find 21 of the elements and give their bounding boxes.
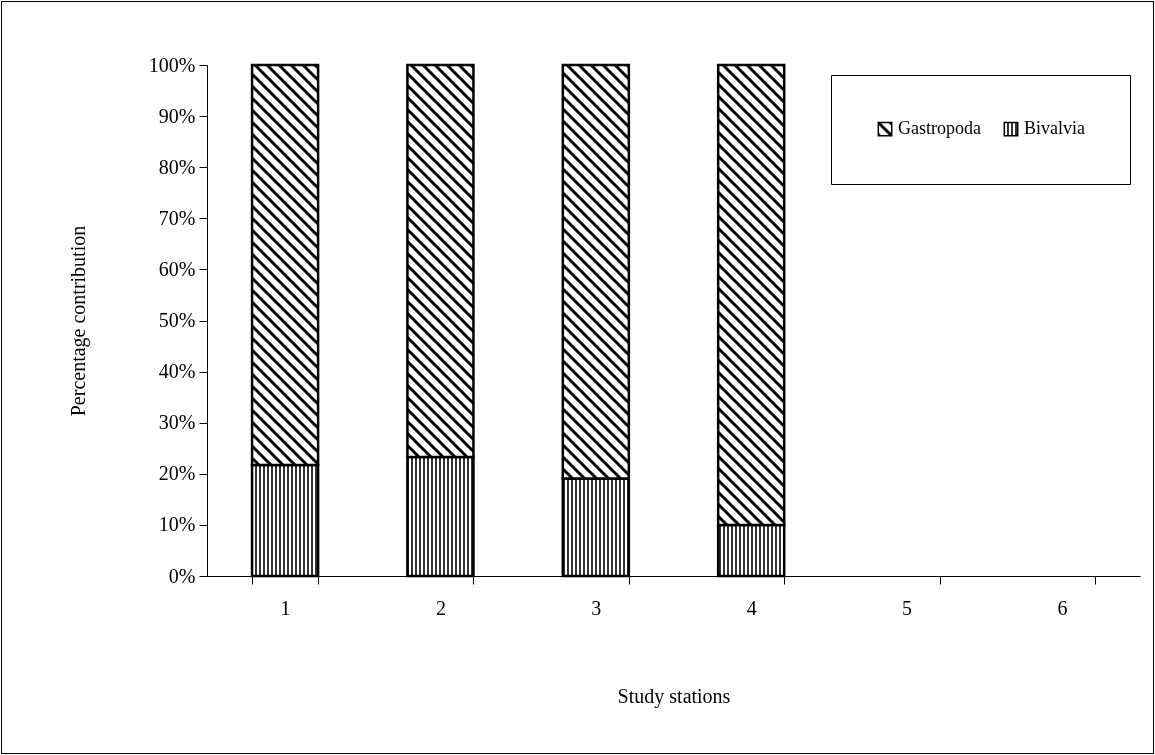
x-tick-label: 4	[746, 596, 757, 619]
x-tick-label: 5	[902, 596, 913, 619]
y-tick-label: 40%	[158, 360, 196, 383]
y-axis-title: Percentage contribution	[66, 225, 90, 417]
legend-label: Gastropoda	[898, 118, 981, 139]
y-tick-label: 70%	[158, 206, 196, 229]
y-tick-label: 90%	[158, 104, 196, 127]
y-tick-label: 80%	[158, 155, 196, 178]
x-tick-label: 6	[1057, 596, 1068, 619]
y-tick-label: 60%	[158, 257, 196, 280]
x-tick-label: 1	[280, 596, 291, 619]
x-tick-label: 2	[435, 596, 446, 619]
legend-label: Bivalvia	[1024, 118, 1085, 139]
y-tick-label: 100%	[148, 53, 196, 76]
y-tick-label: 10%	[158, 513, 196, 536]
y-tick-label: 30%	[158, 411, 196, 434]
y-tick-label: 0%	[168, 564, 196, 587]
x-tick-label: 3	[591, 596, 602, 619]
y-tick-label: 50%	[158, 309, 196, 331]
y-tick-label: 20%	[158, 462, 196, 485]
x-axis-title: Study stations	[617, 684, 731, 708]
